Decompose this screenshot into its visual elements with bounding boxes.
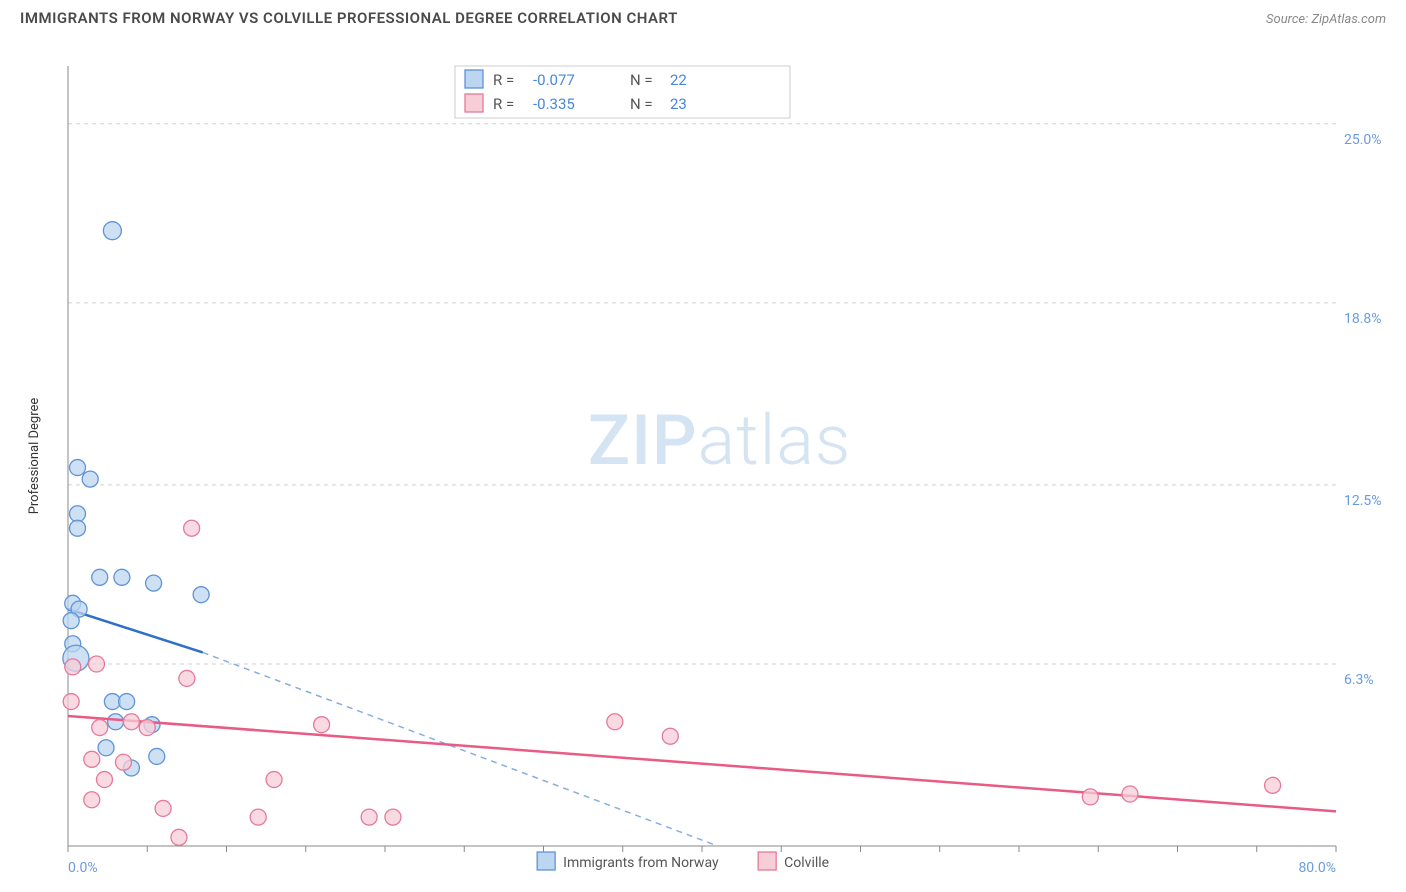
data-point [103, 222, 121, 240]
data-point [139, 720, 155, 736]
data-point [115, 754, 131, 770]
data-point [92, 720, 108, 736]
bottom-legend-label: Immigrants from Norway [563, 855, 719, 871]
source-name: ZipAtlas.com [1311, 12, 1386, 27]
data-point [155, 800, 171, 816]
data-point [1122, 786, 1138, 802]
source-label: Source: ZipAtlas.com [1266, 8, 1386, 27]
scatter-chart: 6.3% 12.5% 18.8% 25.0% ZIPatlas 0.0% 80.0% Prof… [20, 40, 1386, 886]
bottom-legend-swatch [537, 852, 555, 870]
data-point [98, 740, 114, 756]
source-prefix: Source: [1266, 12, 1311, 27]
data-point [92, 569, 108, 585]
legend-r-value: -0.335 [533, 95, 575, 113]
data-point [171, 829, 187, 845]
data-point [193, 587, 209, 603]
data-point [266, 772, 282, 788]
data-point [63, 694, 79, 710]
data-point [63, 613, 79, 629]
bottom-legend-swatch [758, 852, 776, 870]
watermark: ZIPatlas [588, 400, 852, 482]
legend-r-label: R = [493, 71, 514, 89]
data-point [84, 751, 100, 767]
legend-n-label: N = [630, 95, 653, 113]
data-point [119, 694, 135, 710]
data-point [82, 471, 98, 487]
y-tick-label: 6.3% [1344, 672, 1374, 688]
y-tick-label: 25.0% [1344, 132, 1382, 148]
data-point [89, 656, 105, 672]
legend-n-label: N = [630, 71, 653, 89]
bottom-legend-label: Colville [784, 855, 829, 871]
data-point [385, 809, 401, 825]
legend-r-value: -0.077 [533, 71, 575, 89]
data-point [108, 714, 124, 730]
data-point [123, 714, 139, 730]
data-point [84, 792, 100, 808]
chart-title: IMMIGRANTS FROM NORWAY VS COLVILLE PROFE… [20, 9, 678, 27]
data-point [65, 659, 81, 675]
data-point [104, 694, 120, 710]
data-point [184, 520, 200, 536]
data-point [70, 460, 86, 476]
data-point [70, 520, 86, 536]
data-point [146, 575, 162, 591]
legend-swatch [465, 70, 483, 88]
x-min-label: 0.0% [68, 860, 98, 876]
trend-line [68, 716, 1336, 811]
data-point [1265, 777, 1281, 793]
data-point [1082, 789, 1098, 805]
data-point [662, 728, 678, 744]
data-point [361, 809, 377, 825]
chart-container: 6.3%12.5%18.8%25.0%ZIPatlas0.0%80.0%Prof… [20, 40, 1386, 872]
y-tick-label: 18.8% [1344, 311, 1382, 327]
data-point [314, 717, 330, 733]
legend-n-value: 23 [670, 95, 687, 113]
trend-line [68, 609, 203, 652]
data-point [114, 569, 130, 585]
trend-line-dashed [203, 652, 718, 846]
data-point [250, 809, 266, 825]
y-tick-label: 12.5% [1344, 493, 1382, 509]
data-point [179, 670, 195, 686]
y-axis-title: Professional Degree [27, 398, 42, 515]
x-max-label: 80.0% [1298, 860, 1336, 876]
data-point [607, 714, 623, 730]
data-point [149, 748, 165, 764]
legend-r-label: R = [493, 95, 514, 113]
data-point [96, 772, 112, 788]
legend-n-value: 22 [670, 71, 687, 89]
data-point [70, 506, 86, 522]
legend-swatch [465, 94, 483, 112]
